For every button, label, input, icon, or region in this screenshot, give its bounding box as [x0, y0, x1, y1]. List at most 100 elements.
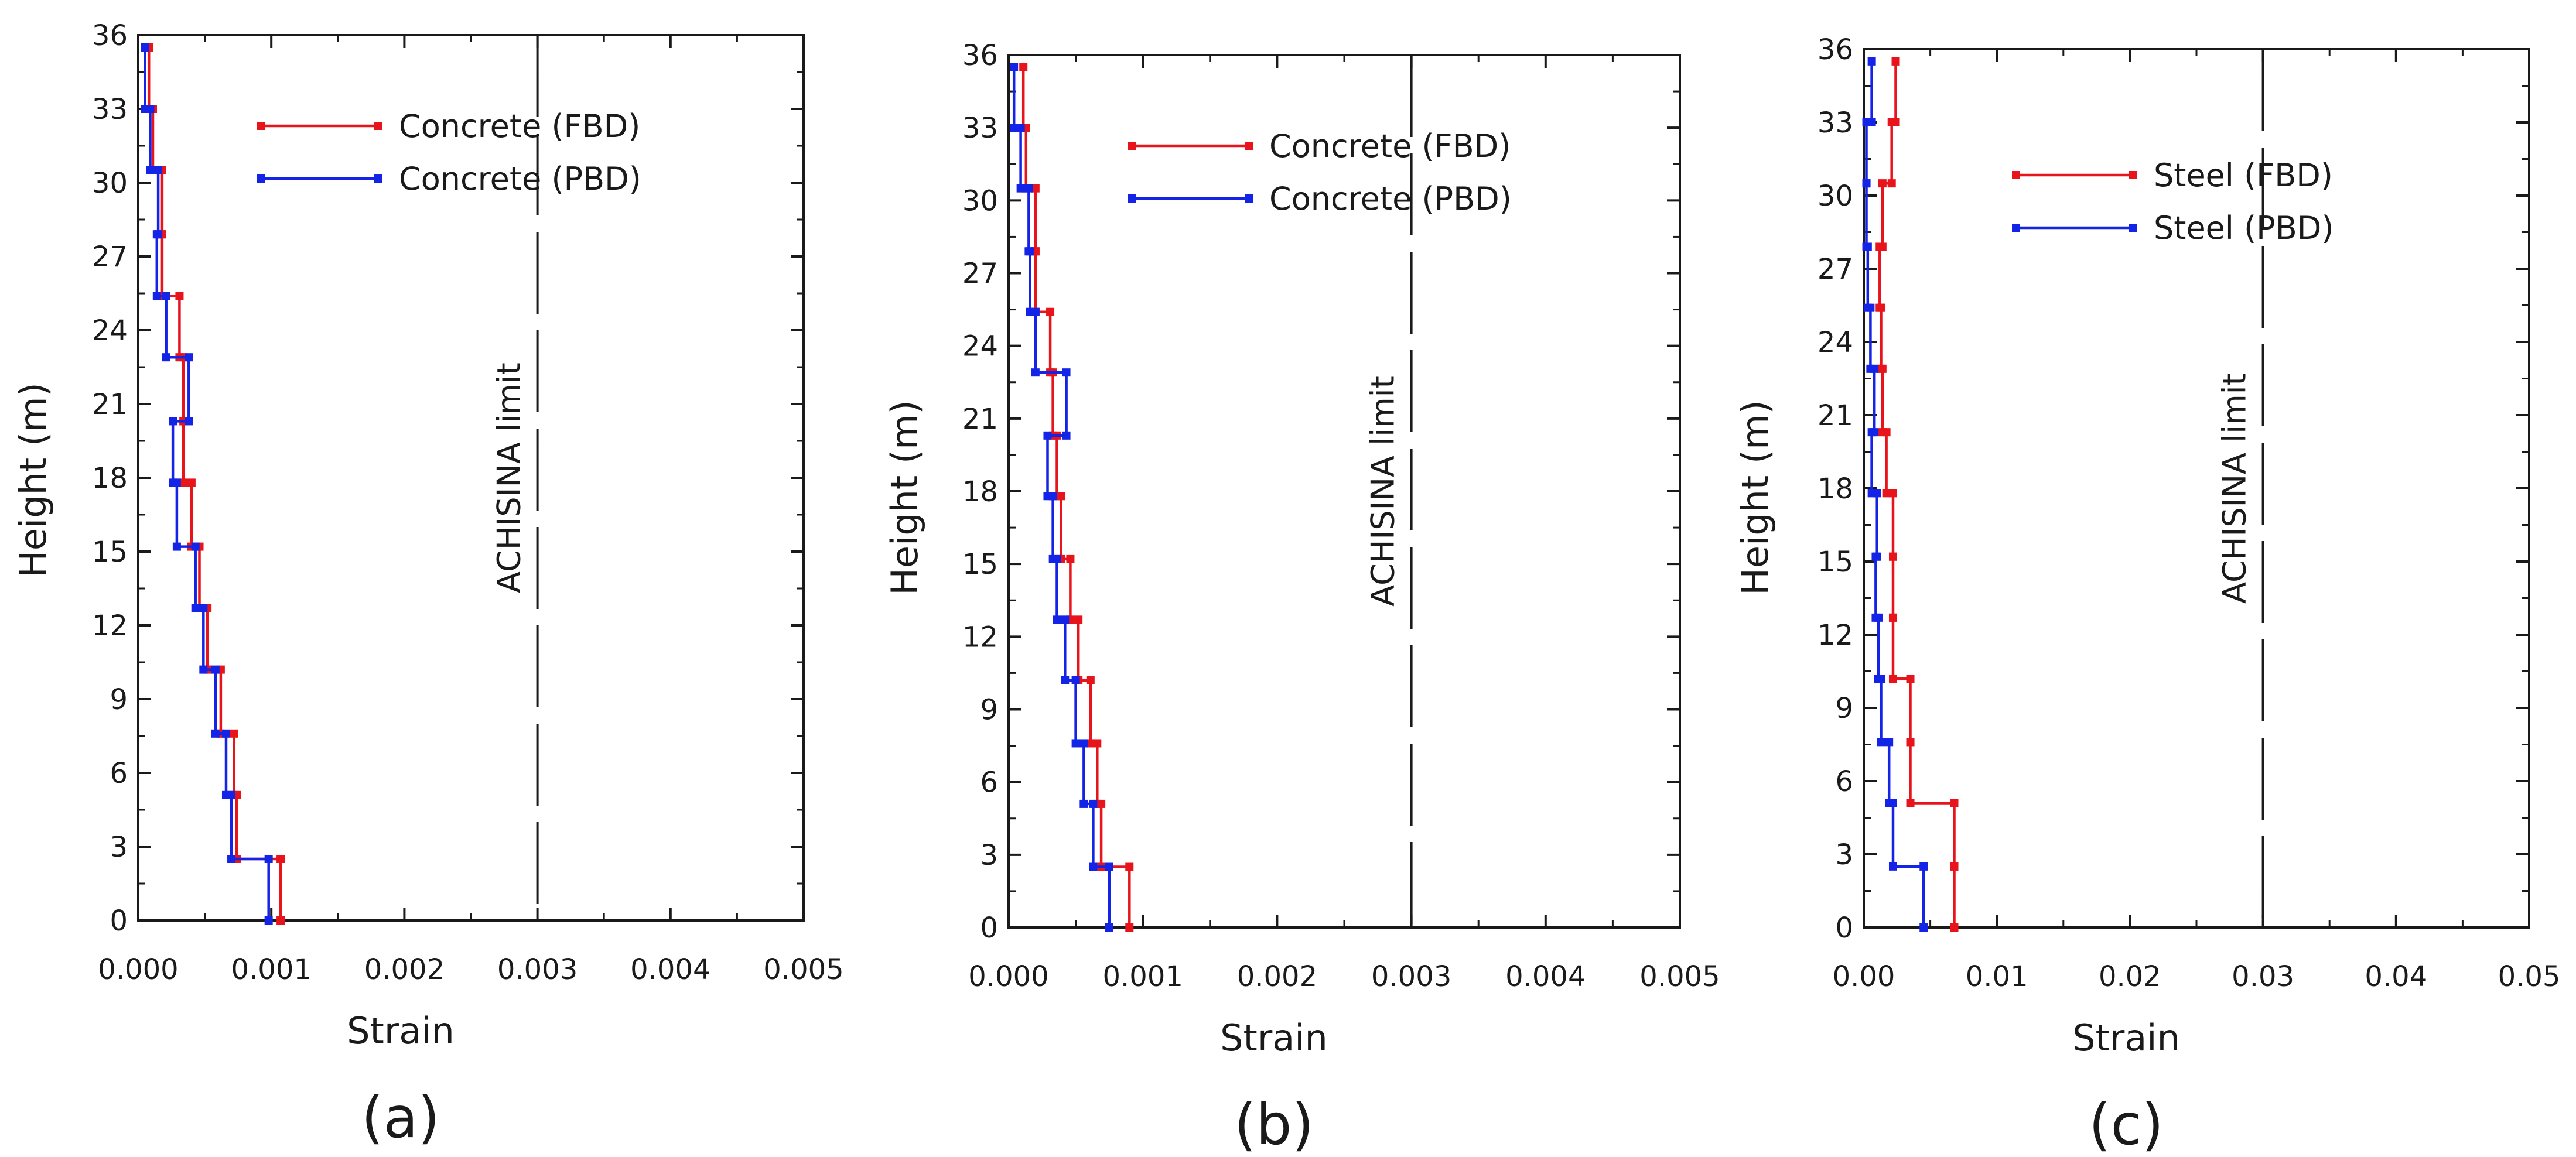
data-point	[1891, 57, 1900, 66]
x-tick-label: 0.002	[1237, 960, 1317, 993]
data-point	[1873, 552, 1881, 561]
data-point	[1010, 63, 1019, 71]
data-point	[1867, 489, 1876, 498]
legend-label: Concrete (FBD)	[399, 108, 640, 145]
x-tick-label: 0.000	[98, 953, 178, 986]
chart-panel-b: 0.000 0.001 0.002 0.003 0.004 0.0050369121518…	[883, 39, 1720, 1157]
data-point	[1866, 364, 1875, 373]
legend-marker	[1128, 142, 1136, 150]
data-point	[1919, 862, 1928, 871]
data-point	[1888, 613, 1897, 622]
y-tick-label: 30	[92, 167, 128, 200]
data-point	[1875, 303, 1884, 312]
legend-marker	[1245, 194, 1253, 203]
data-point	[1043, 492, 1052, 501]
data-point	[1867, 118, 1876, 126]
legend-marker	[2129, 171, 2137, 179]
data-point	[1093, 739, 1102, 748]
data-point	[185, 417, 193, 426]
data-point	[162, 292, 170, 300]
series-line-fbd	[1021, 67, 1131, 927]
data-point	[1089, 862, 1098, 871]
data-point	[1950, 923, 1959, 932]
data-point	[1906, 738, 1915, 747]
x-tick-label: 0.004	[1505, 960, 1586, 993]
data-point	[1061, 676, 1070, 684]
data-point	[1887, 179, 1896, 188]
x-tick-label: 0.00	[1833, 960, 1895, 993]
y-tick-label: 24	[962, 330, 998, 363]
data-point	[1048, 554, 1057, 563]
y-tick-label: 12	[92, 610, 128, 642]
y-tick-label: 12	[962, 621, 998, 653]
achisina-limit-label: ACHISINA limit	[1365, 376, 1402, 607]
y-tick-label: 3	[110, 831, 128, 864]
data-point	[1862, 242, 1871, 251]
data-point	[152, 292, 161, 300]
y-tick-label: 27	[1817, 253, 1853, 286]
data-point	[169, 417, 177, 426]
series-line-fbd	[147, 47, 282, 920]
y-tick-label: 6	[980, 766, 998, 799]
y-tick-label: 36	[1817, 33, 1853, 66]
panel-label: (a)	[361, 1085, 440, 1151]
data-point	[146, 166, 155, 174]
x-tick-label: 0.001	[1102, 960, 1183, 993]
y-tick-label: 33	[962, 112, 998, 145]
y-tick-label: 15	[962, 548, 998, 581]
legend-label: Concrete (FBD)	[1269, 128, 1511, 165]
y-tick-label: 6	[110, 757, 128, 790]
data-point	[191, 604, 200, 612]
data-point	[1024, 184, 1033, 193]
legend-marker	[2129, 224, 2137, 232]
data-point	[1877, 738, 1885, 747]
data-point	[1871, 613, 1880, 622]
data-point	[1878, 428, 1887, 437]
y-tick-label: 18	[92, 462, 128, 495]
data-point	[154, 230, 163, 239]
data-point	[1016, 184, 1025, 193]
data-point	[1031, 184, 1040, 193]
data-point	[230, 729, 238, 738]
y-tick-label: 0	[110, 905, 128, 937]
data-point	[1046, 307, 1055, 316]
data-point	[1919, 923, 1928, 932]
y-tick-label: 3	[1835, 838, 1853, 871]
data-point	[1019, 63, 1028, 71]
y-tick-label: 15	[92, 536, 128, 569]
data-point	[1863, 303, 1872, 312]
chart-panel-c: 0.00 0.01 0.02 0.03 0.04 0.050369121518212427…	[1734, 33, 2560, 1157]
data-point	[1043, 431, 1052, 440]
data-point	[276, 916, 285, 925]
data-point	[1016, 124, 1025, 132]
y-tick-label: 0	[980, 912, 998, 944]
y-tick-label: 18	[962, 475, 998, 508]
y-tick-label: 33	[92, 93, 128, 126]
data-point	[227, 855, 236, 863]
y-tick-label: 27	[962, 258, 998, 290]
y-axis-title: Height (m)	[12, 382, 54, 577]
data-point	[264, 855, 273, 863]
y-tick-label: 36	[92, 19, 128, 52]
y-tick-label: 24	[1817, 326, 1853, 359]
panel-label: (c)	[2089, 1092, 2164, 1157]
x-tick-label: 0.04	[2365, 960, 2427, 993]
data-point	[1071, 739, 1080, 748]
data-point	[211, 665, 220, 674]
data-point	[1950, 799, 1959, 807]
data-point	[1877, 364, 1885, 373]
data-point	[1874, 675, 1883, 683]
data-point	[1906, 799, 1915, 807]
y-tick-label: 36	[962, 39, 998, 72]
y-tick-label: 9	[110, 683, 128, 716]
data-point	[172, 542, 181, 551]
data-point	[1950, 862, 1959, 871]
data-point	[175, 292, 184, 300]
y-tick-label: 12	[1817, 619, 1853, 652]
data-point	[1888, 552, 1897, 561]
legend-marker	[257, 122, 265, 130]
legend-label: Steel (PBD)	[2154, 210, 2334, 247]
x-tick-label: 0.002	[364, 953, 445, 986]
x-tick-label: 0.01	[1966, 960, 2028, 993]
